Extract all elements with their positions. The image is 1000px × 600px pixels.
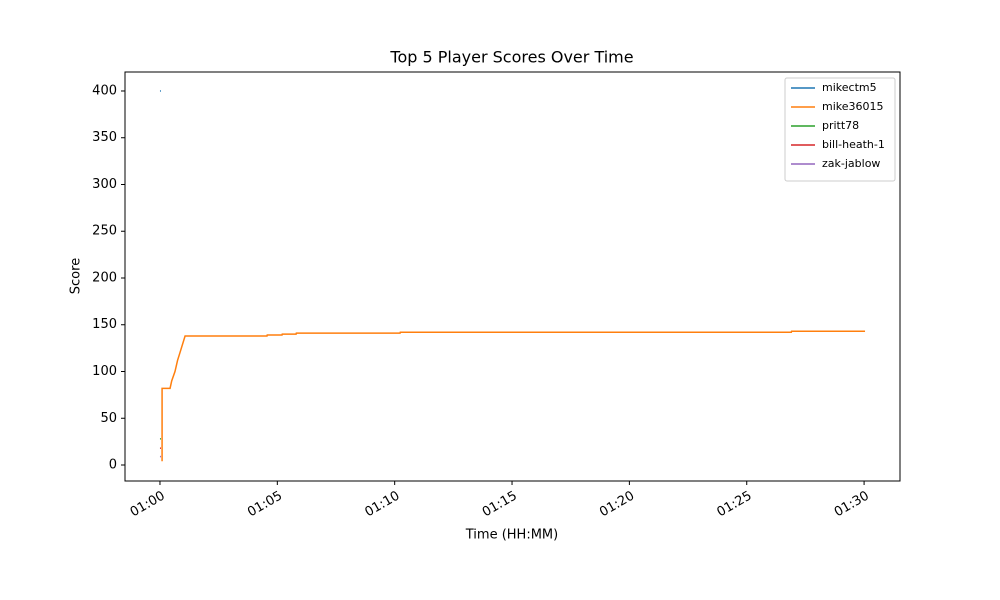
legend-box xyxy=(784,77,896,182)
series-line xyxy=(161,330,866,462)
y-tick-label: 300 xyxy=(92,177,117,192)
x-axis-label: Time (HH:MM) xyxy=(465,528,558,543)
y-tick-label: 400 xyxy=(92,83,117,98)
chart-title: Top 5 Player Scores Over Time xyxy=(389,48,633,67)
y-tick-label: 250 xyxy=(92,224,117,239)
y-tick-label: 150 xyxy=(92,317,117,332)
legend-label: zak-jablow xyxy=(822,157,880,170)
y-tick-label: 100 xyxy=(92,364,117,379)
legend-label: pritt78 xyxy=(822,119,859,132)
y-tick-label: 50 xyxy=(100,411,117,426)
legend-label: bill-heath-1 xyxy=(822,138,885,151)
plot-frame xyxy=(124,71,901,482)
y-tick-label: 0 xyxy=(109,458,117,473)
y-axis-label: Score xyxy=(69,258,84,294)
legend-label: mike36015 xyxy=(822,100,884,113)
legend-label: mikectm5 xyxy=(822,81,877,94)
y-tick-label: 200 xyxy=(92,270,117,285)
y-tick-label: 350 xyxy=(92,130,117,145)
